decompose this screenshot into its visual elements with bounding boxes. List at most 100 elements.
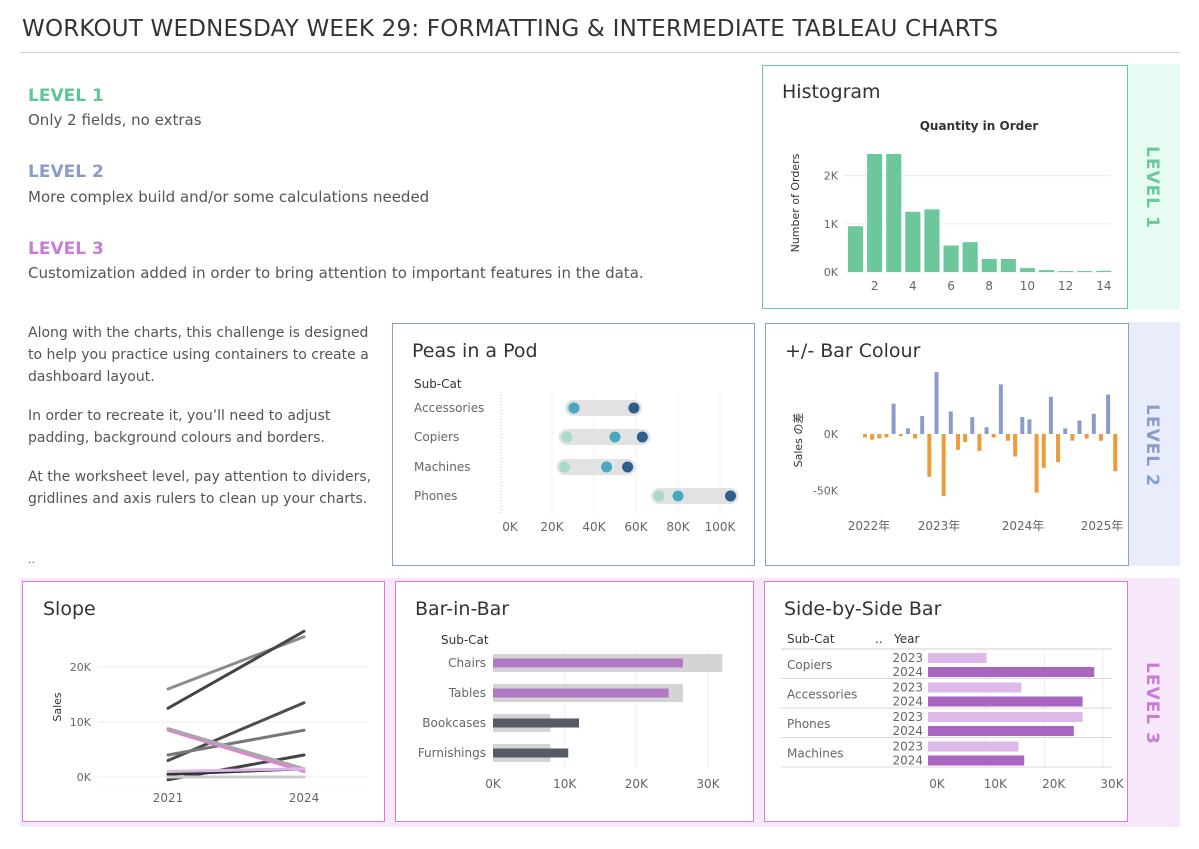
histogram-bar — [943, 245, 959, 272]
peas-point — [622, 461, 634, 473]
sidebyside-bar — [928, 682, 1022, 693]
peas-title: Peas in a Pod — [412, 340, 538, 362]
peas-point — [636, 431, 648, 443]
plusminus-bar — [948, 411, 953, 434]
barinbar-x-tick: 20K — [625, 777, 649, 791]
plusminus-bar — [970, 417, 975, 434]
sidebyside-year-label: 2024 — [892, 724, 923, 738]
peas-point — [653, 490, 665, 502]
plusminus-x-tick: 2024年 — [1002, 519, 1045, 533]
histogram-bar — [981, 258, 997, 272]
histogram-x-tick: 10 — [1020, 279, 1035, 293]
plusminus-bar — [1063, 428, 1068, 434]
histogram-bar — [867, 154, 883, 272]
sidebyside-year-header: Year — [893, 632, 919, 646]
peas-x-tick: 80K — [666, 520, 690, 534]
intro-paragraph-1: Along with the charts, this challenge is… — [28, 325, 369, 385]
peas-point — [601, 461, 613, 473]
plusminus-bar — [963, 434, 968, 442]
sidebyside-year-label: 2024 — [892, 754, 923, 768]
peas-x-tick: 0K — [502, 520, 519, 534]
peas-x-tick: 40K — [582, 520, 606, 534]
histogram-y-label: Number of Orders — [789, 153, 802, 252]
plusminus-y-tick: 0K — [824, 428, 839, 441]
histogram-subtitle: Quantity in Order — [920, 119, 1039, 133]
histogram-bar — [1000, 258, 1016, 272]
plusminus-bar — [1056, 434, 1061, 463]
plusminus-bar — [1077, 420, 1082, 434]
slope-panel: Slope Sales 0K 10K 20K 2021 2024 — [22, 581, 385, 822]
barinbar-chart: Sub-Cat Chairs Tables Bookcases Furnishings 0… — [418, 633, 723, 791]
peas-point — [568, 402, 580, 414]
slope-x-tick: 2021 — [153, 791, 184, 805]
plusminus-bar — [934, 372, 939, 434]
plusminus-bar — [920, 415, 925, 434]
sidebyside-panel: Side-by-Side Bar Sub-Cat.. Year Copiers 202… — [764, 581, 1128, 822]
level-1-heading: LEVEL 1 — [28, 86, 104, 106]
barinbar-inner-bar — [493, 688, 669, 698]
barinbar-inner-bar — [493, 718, 579, 728]
level-1-description: Only 2 fields, no extras — [28, 111, 202, 129]
slope-title: Slope — [43, 598, 96, 620]
histogram-bar — [1096, 270, 1112, 272]
plusminus-bar — [1113, 434, 1118, 472]
peas-category-label: Machines — [414, 460, 470, 474]
intro-paragraph-4: .. — [28, 553, 35, 566]
histogram-bar — [1039, 270, 1055, 272]
plusminus-title: +/- Bar Colour — [785, 340, 921, 362]
sidebyside-category-label: Machines — [787, 747, 843, 761]
histogram-x-tick: 14 — [1096, 279, 1111, 293]
barinbar-category-label: Chairs — [448, 656, 486, 670]
sidebyside-row-header: Sub-Cat — [787, 632, 835, 646]
peas-row-header: Sub-Cat — [414, 377, 462, 391]
peas-chart: Sub-Cat Accessories Copiers Machines Phones 0… — [414, 377, 739, 534]
histogram-bar — [848, 226, 864, 272]
level-2-heading: LEVEL 2 — [28, 162, 104, 182]
histogram-y-tick: 2K — [824, 170, 839, 183]
sidebyside-year-label: 2024 — [892, 695, 923, 709]
plusminus-bar — [1041, 434, 1046, 468]
plusminus-bar — [1013, 434, 1018, 457]
plusminus-x-tick: 2025年 — [1081, 519, 1124, 533]
peas-panel: Peas in a Pod Sub-Cat Accessories Copiers M… — [392, 323, 755, 566]
plusminus-x-tick: 2022年 — [848, 519, 891, 533]
plusminus-bar — [977, 434, 982, 451]
plusminus-bar — [898, 434, 903, 437]
plusminus-panel: +/- Bar Colour Sales の差 0K -50K 2022年 2023年 2… — [765, 323, 1129, 566]
level-2-description: More complex build and/or some calculati… — [28, 188, 430, 206]
sidebyside-bar — [928, 755, 1025, 766]
intro-paragraph-3: At the worksheet level, pay attention to… — [28, 469, 372, 507]
level-2-side-label: LEVEL 2 — [1142, 404, 1162, 487]
histogram-bar — [924, 209, 940, 272]
plusminus-bar — [998, 384, 1003, 434]
sidebyside-bar — [928, 653, 987, 663]
sidebyside-title: Side-by-Side Bar — [784, 598, 942, 620]
intro-paragraph-2: In order to recreate it, you’ll need to … — [28, 408, 331, 446]
sidebyside-x-tick: 0K — [929, 777, 946, 791]
plusminus-bar — [913, 434, 918, 439]
histogram-x-tick: 6 — [947, 279, 955, 293]
slope-y-tick: 10K — [70, 716, 92, 729]
barinbar-x-tick: 30K — [696, 777, 720, 791]
title-divider — [20, 52, 1180, 53]
barinbar-category-label: Tables — [448, 686, 486, 700]
level-3-description: Customization added in order to bring at… — [28, 264, 644, 282]
histogram-x-tick: 12 — [1058, 279, 1073, 293]
slope-line — [166, 728, 306, 757]
slope-y-label: Sales — [51, 692, 64, 722]
sidebyside-x-tick: 10K — [984, 777, 1008, 791]
plusminus-y-tick: -50K — [813, 484, 839, 497]
plusminus-bar — [1020, 417, 1025, 434]
histogram-bar — [1077, 271, 1093, 272]
plusminus-bar — [1084, 434, 1089, 439]
sidebyside-year-label: 2023 — [892, 651, 923, 665]
barinbar-inner-bar — [493, 658, 683, 668]
barinbar-row-header: Sub-Cat — [441, 633, 489, 647]
plusminus-bar — [1091, 413, 1096, 434]
plusminus-bar — [1048, 396, 1053, 434]
plusminus-x-tick: 2023年 — [918, 519, 961, 533]
plusminus-bar — [870, 434, 875, 440]
page-title: WORKOUT WEDNESDAY WEEK 29: FORMATTING & … — [22, 16, 999, 42]
histogram-y-tick: 0K — [824, 266, 839, 279]
plusminus-bar — [955, 434, 960, 450]
